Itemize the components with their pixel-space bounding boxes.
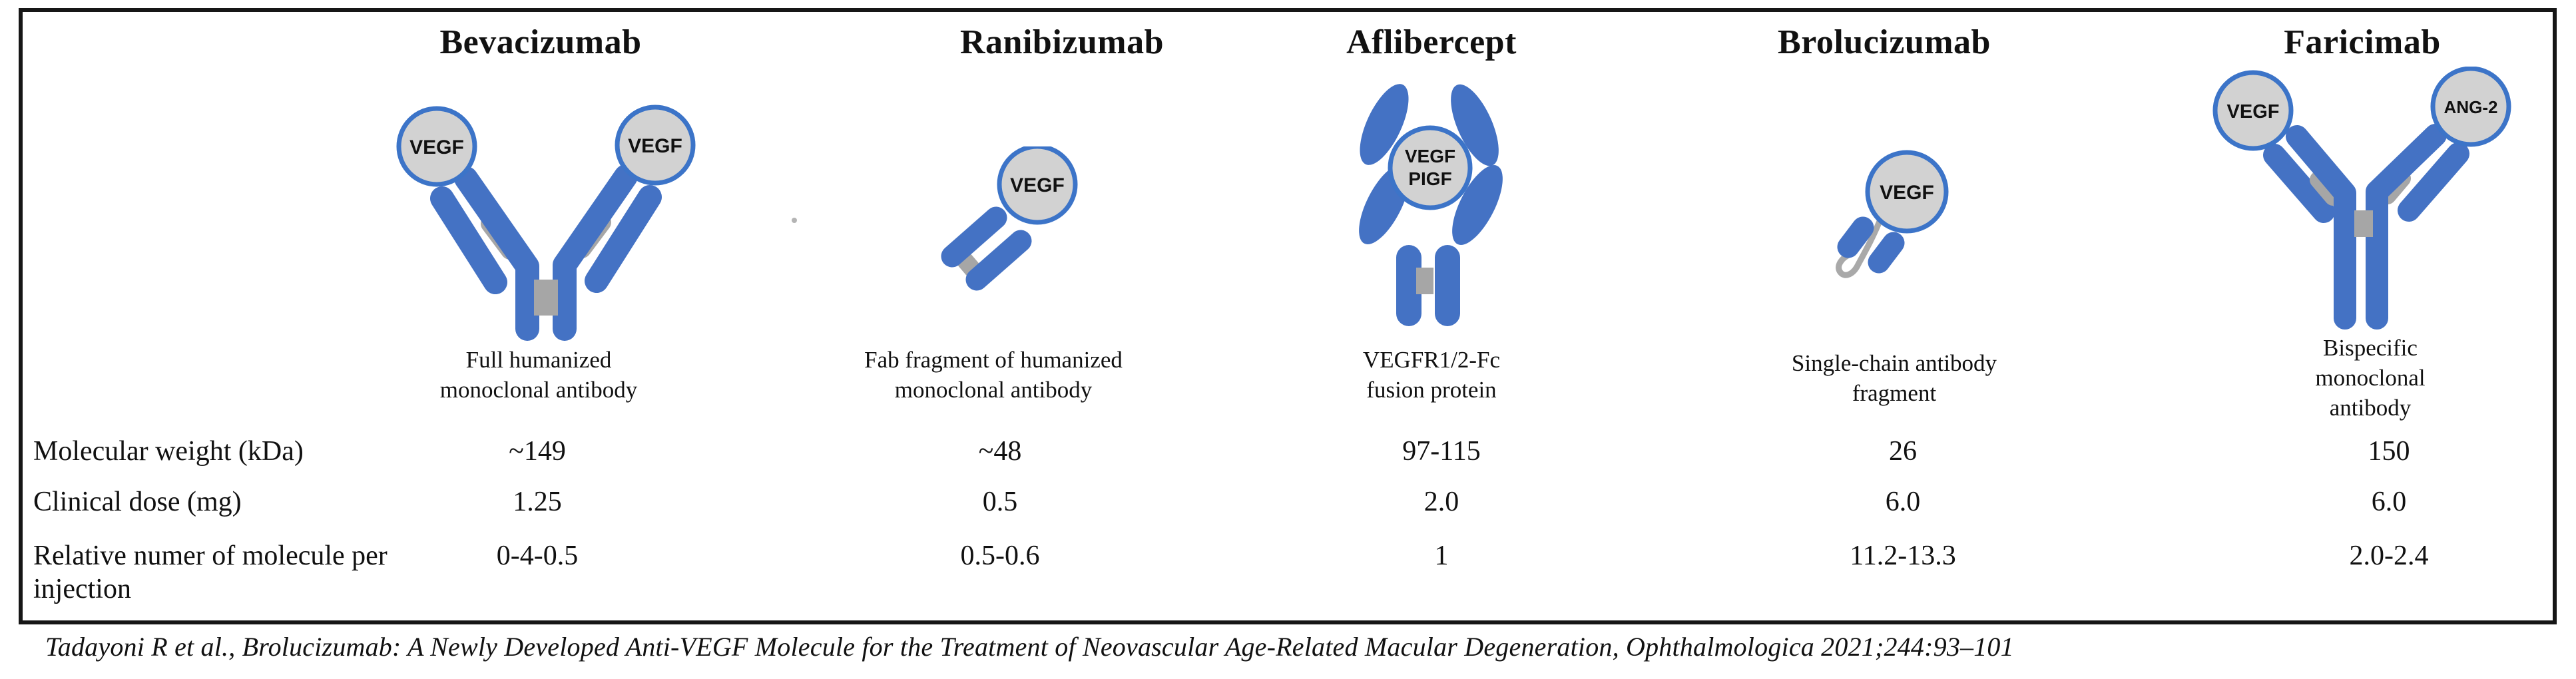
light-chain-right [2398,142,2469,222]
value-cell: 150 [2368,436,2410,467]
citation-text: Tadayoni R et al., Brolucizumab: A Newly… [45,632,2014,662]
heavy-chain-right [553,164,638,341]
variable-domain-lower [1868,232,1905,274]
light-chain-left [430,186,507,294]
pigf-label: PIGF [1408,168,1451,189]
vegf-label: VEGF [409,136,464,158]
value-cell: 2.0 [1423,487,1459,517]
bevacizumab-antibody-diagram: VEGF VEGF [396,105,696,341]
value-cell: 11.2-13.3 [1850,541,1956,571]
receptor-domain-lower-right [1452,165,1503,245]
value-cell: 0.5-0.6 [960,541,1040,571]
value-cell: 6.0 [1885,487,1921,517]
value-cell: 0.5 [982,487,1018,517]
heavy-chain-right [2366,124,2447,330]
column-title-bevacizumab: Bevacizumab [439,23,642,61]
vegf-label: VEGF [1010,174,1065,196]
column-title-aflibercept: Aflibercept [1346,23,1517,61]
vegf-ligand-circle [396,106,477,187]
row-label-relative-number: Relative numer of molecule per injection [33,541,387,604]
vegf-label: VEGF [1880,182,1934,204]
column-title-faricimab: Faricimab [2284,23,2441,61]
value-cell: 6.0 [2371,487,2407,517]
row-label-clinical-dose: Clinical dose (mg) [33,487,242,517]
value-cell: 2.0-2.4 [2349,541,2429,571]
column-title-ranibizumab: Ranibizumab [959,23,1164,61]
fab-chain-upper [941,206,1007,268]
light-chain-right [585,185,662,293]
linker-loop [1836,213,1885,278]
value-cell: 0-4-0.5 [496,541,579,571]
vegf-pigf-ligand-circle [1388,125,1473,210]
faricimab-antibody-diagram: VEGF ANG-2 [2212,67,2511,330]
artifact-dot [792,218,797,223]
description-ranibizumab: Fab fragment of humanized monoclonal ant… [864,347,1123,403]
aflibercept-fusion-diagram: VEGF PIGF [1359,84,1503,326]
hinge-block [1416,268,1433,294]
heavy-chain-left [2286,125,2356,330]
receptor-domain-upper-left [1360,84,1409,165]
variable-domain-upper [1837,216,1874,258]
hinge-block [534,280,558,316]
receptor-domain-upper-right [1451,84,1499,166]
hinge-block [2354,210,2373,237]
hinge-connector-left [2310,171,2342,206]
value-cell: ~149 [509,436,566,467]
value-cell: 26 [1889,436,1917,467]
vegf-label: VEGF [1405,146,1455,166]
ang2-label: ANG-2 [2444,97,2498,117]
vegf-label: VEGF [628,135,682,157]
row-label-molecular-weight: Molecular weight (kDa) [33,436,304,467]
description-aflibercept: VEGFR1/2-Fc fusion protein [1362,347,1501,403]
vegf-ligand-circle [1865,150,1949,234]
value-cell: 1 [1434,541,1449,571]
fab-chain-lower [965,230,1032,291]
value-cell: ~48 [978,436,1022,467]
description-bevacizumab: Full humanized monoclonal antibody [439,347,638,403]
heavy-chain-left [454,166,539,341]
description-brolucizumab: Single-chain antibody fragment [1791,350,1997,406]
brolucizumab-scfv-diagram: VEGF [1836,150,1949,278]
vegf-ligand-circle [615,105,696,186]
ang2-ligand-circle [2430,67,2511,147]
value-cell: 1.25 [513,487,562,517]
light-chain-left [2263,144,2335,223]
vegf-ligand-circle [997,146,1078,225]
value-cell: 97-115 [1402,436,1481,467]
column-title-brolucizumab: Brolucizumab [1778,23,1991,61]
vegf-label: VEGF [2227,101,2280,122]
description-faricimab: Bispecific monoclonal antibody [2315,335,2426,421]
vegf-ligand-circle [2212,70,2294,151]
ranibizumab-fab-diagram: VEGF [941,146,1078,291]
